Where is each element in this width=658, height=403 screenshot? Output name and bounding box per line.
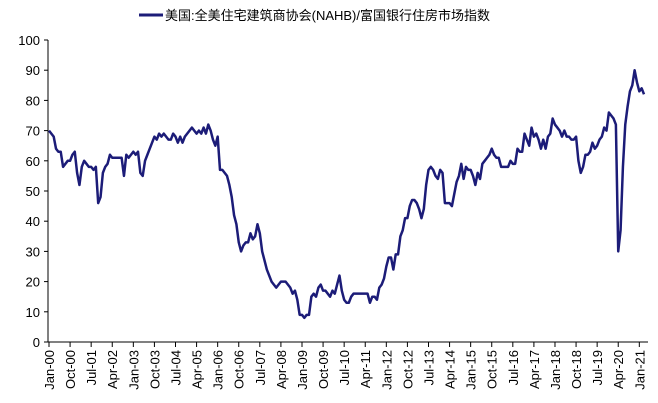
x-tick-label: Jul-13 [421,350,436,385]
legend: 美国:全美住宅建筑商协会(NAHB)/富国银行住房市场指数 [139,8,490,23]
x-tick-label: Jan-09 [295,350,310,390]
y-tick-label: 30 [26,244,40,259]
y-tick-label: 40 [26,214,40,229]
y-tick-label: 60 [26,154,40,169]
x-tick-label: Jul-16 [506,350,521,385]
x-tick-label: Oct-12 [400,350,415,389]
x-tick-label: Jul-19 [590,350,605,385]
y-tick-label: 0 [33,335,40,350]
y-tick-label: 80 [26,93,40,108]
x-tick-label: Jan-06 [211,350,226,390]
x-tick-label: Oct-03 [147,350,162,389]
x-tick-label: Jul-07 [253,350,268,385]
x-tick-label: Oct-06 [232,350,247,389]
x-tick-label: Jan-12 [379,350,394,390]
x-tick-label: Jan-18 [548,350,563,390]
x-tick-label: Apr-08 [274,350,289,389]
y-tick-label: 70 [26,124,40,139]
x-tick-label: Oct-18 [569,350,584,389]
y-tick-label: 10 [26,305,40,320]
x-tick-label: Jan-00 [42,350,57,390]
y-tick-label: 90 [26,63,40,78]
series-line [48,68,646,320]
x-tick-label: Jan-15 [464,350,479,390]
x-tick-label: Apr-20 [611,350,626,389]
legend-label: 美国:全美住宅建筑商协会(NAHB)/富国银行住房市场指数 [165,8,490,23]
x-tick-label: Oct-00 [63,350,78,389]
x-tick-label: Oct-15 [485,350,500,389]
x-tick-label: Jul-10 [337,350,352,385]
x-tick-label: Apr-11 [358,350,373,388]
y-tick-label: 100 [18,33,40,48]
x-tick-label: Apr-05 [190,350,205,389]
x-tick-label: Apr-17 [527,350,542,389]
x-tick-label: Apr-14 [443,350,458,389]
y-tick-label: 20 [26,275,40,290]
x-tick-label: Jul-01 [84,350,99,385]
y-tick-label: 50 [26,184,40,199]
x-tick-label: Jan-03 [126,350,141,390]
x-tick-label: Jan-21 [632,350,647,390]
x-tick-label: Oct-09 [316,350,331,389]
x-tick-label: Jul-04 [168,350,183,385]
x-tick-label: Apr-02 [105,350,120,389]
